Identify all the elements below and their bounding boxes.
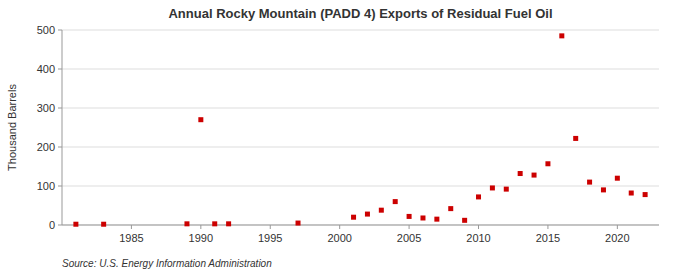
tick-mark — [547, 225, 548, 229]
point — [379, 208, 384, 213]
grid-line — [62, 225, 659, 226]
grid-line — [62, 69, 659, 70]
point — [351, 215, 356, 220]
tick-mark — [58, 30, 62, 31]
point — [601, 187, 606, 192]
tick-mark — [339, 225, 340, 229]
tick-label: 2020 — [605, 232, 629, 244]
point — [643, 192, 648, 197]
grid-line — [62, 30, 659, 31]
point — [212, 221, 217, 226]
tick-mark — [200, 225, 201, 229]
point — [504, 187, 509, 192]
x-axis-line — [62, 225, 659, 226]
point — [393, 199, 398, 204]
tick-mark — [58, 186, 62, 187]
tick-label: 2005 — [397, 232, 421, 244]
tick-mark — [270, 225, 271, 229]
tick-label: 500 — [37, 24, 55, 36]
chart: Annual Rocky Mountain (PADD 4) Exports o… — [0, 0, 675, 275]
point — [434, 217, 439, 222]
point — [407, 214, 412, 219]
point — [559, 33, 564, 38]
grid-line — [62, 147, 659, 148]
point — [365, 212, 370, 217]
point — [545, 161, 550, 166]
point — [448, 206, 453, 211]
tick-mark — [409, 225, 410, 229]
point — [587, 180, 592, 185]
tick-mark — [58, 108, 62, 109]
tick-label: 300 — [37, 102, 55, 114]
point — [101, 222, 106, 227]
point — [73, 222, 78, 227]
tick-label: 2010 — [466, 232, 490, 244]
tick-label: 0 — [49, 219, 55, 231]
tick-mark — [478, 225, 479, 229]
tick-label: 100 — [37, 180, 55, 192]
grid — [62, 30, 659, 225]
point — [532, 173, 537, 178]
tick-mark — [131, 225, 132, 229]
point — [184, 221, 189, 226]
axes: 0 100 200 300 400 500 1985 1990 1995 2000 2005 2010… — [37, 24, 659, 244]
tick-mark — [617, 225, 618, 229]
point — [615, 176, 620, 181]
point — [420, 215, 425, 220]
y-axis-line — [62, 30, 63, 225]
point — [490, 185, 495, 190]
tick-mark — [58, 147, 62, 148]
point — [573, 136, 578, 141]
grid-line — [62, 108, 659, 109]
tick-label: 2000 — [327, 232, 351, 244]
tick-mark — [58, 69, 62, 70]
point — [296, 221, 301, 226]
grid-line — [62, 186, 659, 187]
tick-label: 400 — [37, 63, 55, 75]
tick-label: 200 — [37, 141, 55, 153]
point — [462, 218, 467, 223]
y-axis-label: Thousand Barrels — [6, 84, 18, 171]
points — [73, 33, 647, 226]
tick-label: 2015 — [536, 232, 560, 244]
point — [518, 171, 523, 176]
chart-container: Annual Rocky Mountain (PADD 4) Exports o… — [0, 0, 675, 275]
title: Annual Rocky Mountain (PADD 4) Exports o… — [168, 6, 552, 21]
annotation: Source: U.S. Energy Information Administ… — [62, 258, 272, 269]
point — [226, 221, 231, 226]
tick-label: 1995 — [258, 232, 282, 244]
point — [629, 191, 634, 196]
point — [476, 194, 481, 199]
tick-label: 1985 — [119, 232, 143, 244]
point — [198, 117, 203, 122]
tick-mark — [58, 225, 62, 226]
tick-label: 1990 — [189, 232, 213, 244]
